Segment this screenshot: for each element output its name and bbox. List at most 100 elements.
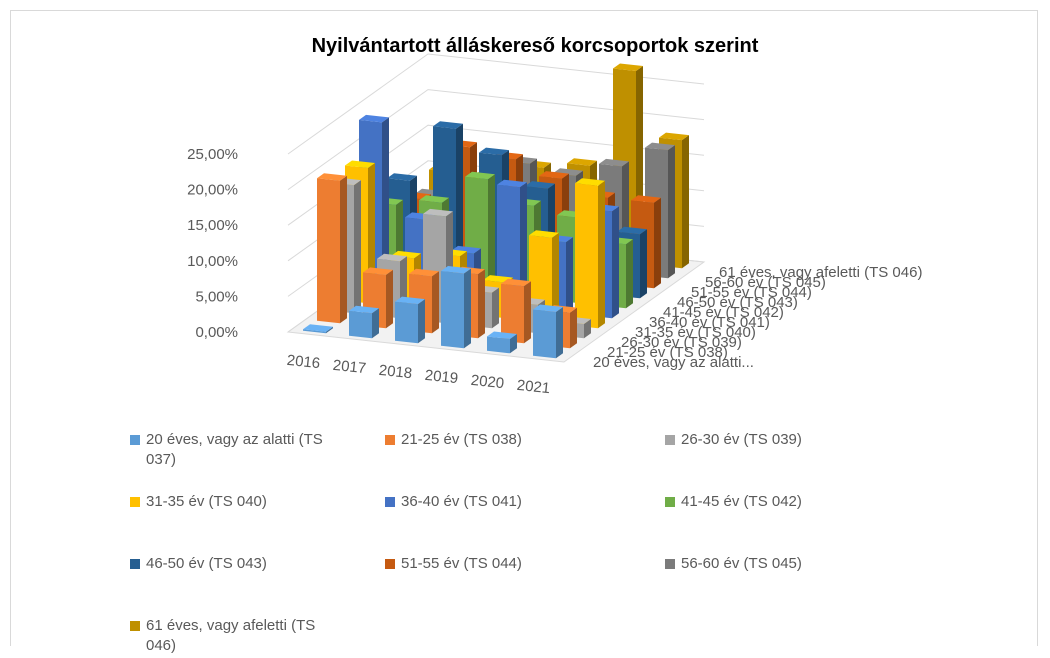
chart: Nyilvántartott álláskereső korcsoportok … bbox=[187, 35, 922, 397]
bar-top bbox=[317, 173, 347, 181]
bar-top bbox=[567, 158, 597, 166]
bar bbox=[575, 178, 605, 329]
bar bbox=[303, 324, 333, 334]
bar-top bbox=[349, 305, 379, 314]
bar-side bbox=[524, 281, 531, 344]
x-tick-label: 2018 bbox=[378, 362, 413, 382]
y-tick-label: 25,00% bbox=[187, 146, 238, 163]
bar-side bbox=[626, 239, 633, 309]
depth-tick-label: 31-35 év (TS 040) bbox=[635, 324, 756, 341]
bar-side bbox=[520, 182, 527, 309]
depth-tick-label: 46-50 év (TS 043) bbox=[677, 294, 798, 311]
y-tick-label: 5,00% bbox=[195, 288, 238, 305]
bar-front bbox=[533, 309, 556, 359]
bar-top bbox=[419, 195, 449, 203]
bar-side bbox=[510, 334, 517, 354]
bar bbox=[487, 331, 517, 354]
legend-label: 56-60 év (TS 045) bbox=[681, 555, 802, 572]
depth-tick-label: 61 éves, vagy afeletti (TS 046) bbox=[719, 264, 922, 281]
legend-label: 41-45 év (TS 042) bbox=[681, 493, 802, 510]
depth-tick-label: 41-45 év (TS 042) bbox=[663, 304, 784, 321]
legend-label: 61 éves, vagy afeletti (TS 046) bbox=[146, 617, 316, 654]
legend-swatch bbox=[385, 559, 395, 569]
y-tick-label: 0,00% bbox=[195, 324, 238, 341]
depth-tick-label: 20 éves, vagy az alatti... bbox=[593, 354, 754, 371]
bar-top bbox=[479, 147, 509, 156]
bar-top bbox=[599, 158, 629, 167]
legend-swatch bbox=[385, 435, 395, 445]
bar bbox=[317, 173, 347, 324]
bar-side bbox=[326, 326, 333, 334]
bar bbox=[395, 296, 425, 344]
bar-top bbox=[525, 181, 555, 189]
bar-side bbox=[556, 307, 563, 359]
bar-side bbox=[570, 307, 577, 349]
bar-top bbox=[497, 179, 527, 188]
chart-frame bbox=[10, 10, 1038, 646]
legend-label: 31-35 év (TS 040) bbox=[146, 493, 267, 510]
bar-top bbox=[363, 267, 393, 275]
legend: 20 éves, vagy az alatti (TS 037) 21-25 év… bbox=[130, 430, 1010, 658]
bar-top bbox=[659, 132, 689, 141]
depth-tick-label: 21-25 év (TS 038) bbox=[607, 344, 728, 361]
legend-item: 51-55 év (TS 044) bbox=[385, 554, 665, 596]
bar-front bbox=[317, 178, 340, 324]
bar-side bbox=[386, 269, 393, 329]
bar-front bbox=[395, 301, 418, 344]
legend-label: 26-30 év (TS 039) bbox=[681, 431, 802, 448]
bar-side bbox=[372, 308, 379, 339]
bar-top bbox=[423, 208, 453, 217]
bar-top bbox=[465, 171, 495, 180]
x-tick-label: 2020 bbox=[470, 372, 505, 392]
bar-side bbox=[432, 271, 439, 334]
legend-item: 20 éves, vagy az alatti (TS 037) bbox=[130, 430, 385, 472]
bar-top bbox=[303, 324, 333, 332]
depth-tick-label: 51-55 év (TS 044) bbox=[691, 284, 812, 301]
bar-top bbox=[395, 296, 425, 305]
bar-side bbox=[612, 206, 619, 319]
bar bbox=[441, 266, 471, 349]
bar-front bbox=[501, 283, 524, 344]
legend-item: 56-60 év (TS 045) bbox=[665, 554, 965, 596]
y-tick-label: 20,00% bbox=[187, 182, 238, 199]
legend-item: 26-30 év (TS 039) bbox=[665, 430, 965, 472]
chart-title: Nyilvántartott álláskereső korcsoportok … bbox=[312, 35, 759, 57]
x-tick-label: 2019 bbox=[424, 367, 459, 387]
bar-side bbox=[478, 269, 485, 339]
bar-top bbox=[617, 226, 647, 235]
bar-side bbox=[492, 287, 499, 329]
bar-side bbox=[640, 229, 647, 299]
bar-side bbox=[488, 174, 495, 294]
x-tick-label: 2016 bbox=[286, 352, 321, 372]
depth-tick-label: 26-30 év (TS 039) bbox=[621, 334, 742, 351]
bar-top bbox=[529, 230, 559, 238]
bar-side bbox=[340, 175, 347, 324]
grid-line bbox=[287, 89, 705, 191]
bar-top bbox=[539, 171, 569, 179]
legend-label: 21-25 év (TS 038) bbox=[401, 431, 522, 448]
bar-top bbox=[441, 266, 471, 274]
bar-top bbox=[613, 63, 643, 71]
bar-side bbox=[598, 180, 605, 329]
legend-item: 41-45 év (TS 042) bbox=[665, 492, 965, 534]
y-tick-label: 10,00% bbox=[187, 253, 238, 270]
legend-label: 36-40 év (TS 041) bbox=[401, 493, 522, 510]
legend-swatch bbox=[665, 559, 675, 569]
legend-label: 51-55 év (TS 044) bbox=[401, 555, 522, 572]
legend-swatch bbox=[665, 435, 675, 445]
legend-label: 46-50 év (TS 043) bbox=[146, 555, 267, 572]
bar bbox=[533, 304, 563, 359]
legend-swatch bbox=[665, 497, 675, 507]
bar-top bbox=[533, 304, 563, 312]
bar-top bbox=[387, 173, 417, 181]
legend-swatch bbox=[130, 497, 140, 507]
bar-side bbox=[382, 117, 389, 294]
legend-swatch bbox=[130, 559, 140, 569]
bar-front bbox=[349, 310, 372, 339]
bar-front bbox=[441, 271, 464, 349]
legend-item: 46-50 év (TS 043) bbox=[130, 554, 385, 596]
bar-top bbox=[501, 278, 531, 287]
bar-top bbox=[409, 268, 439, 277]
depth-tick-label: 56-60 év (TS 045) bbox=[705, 274, 826, 291]
